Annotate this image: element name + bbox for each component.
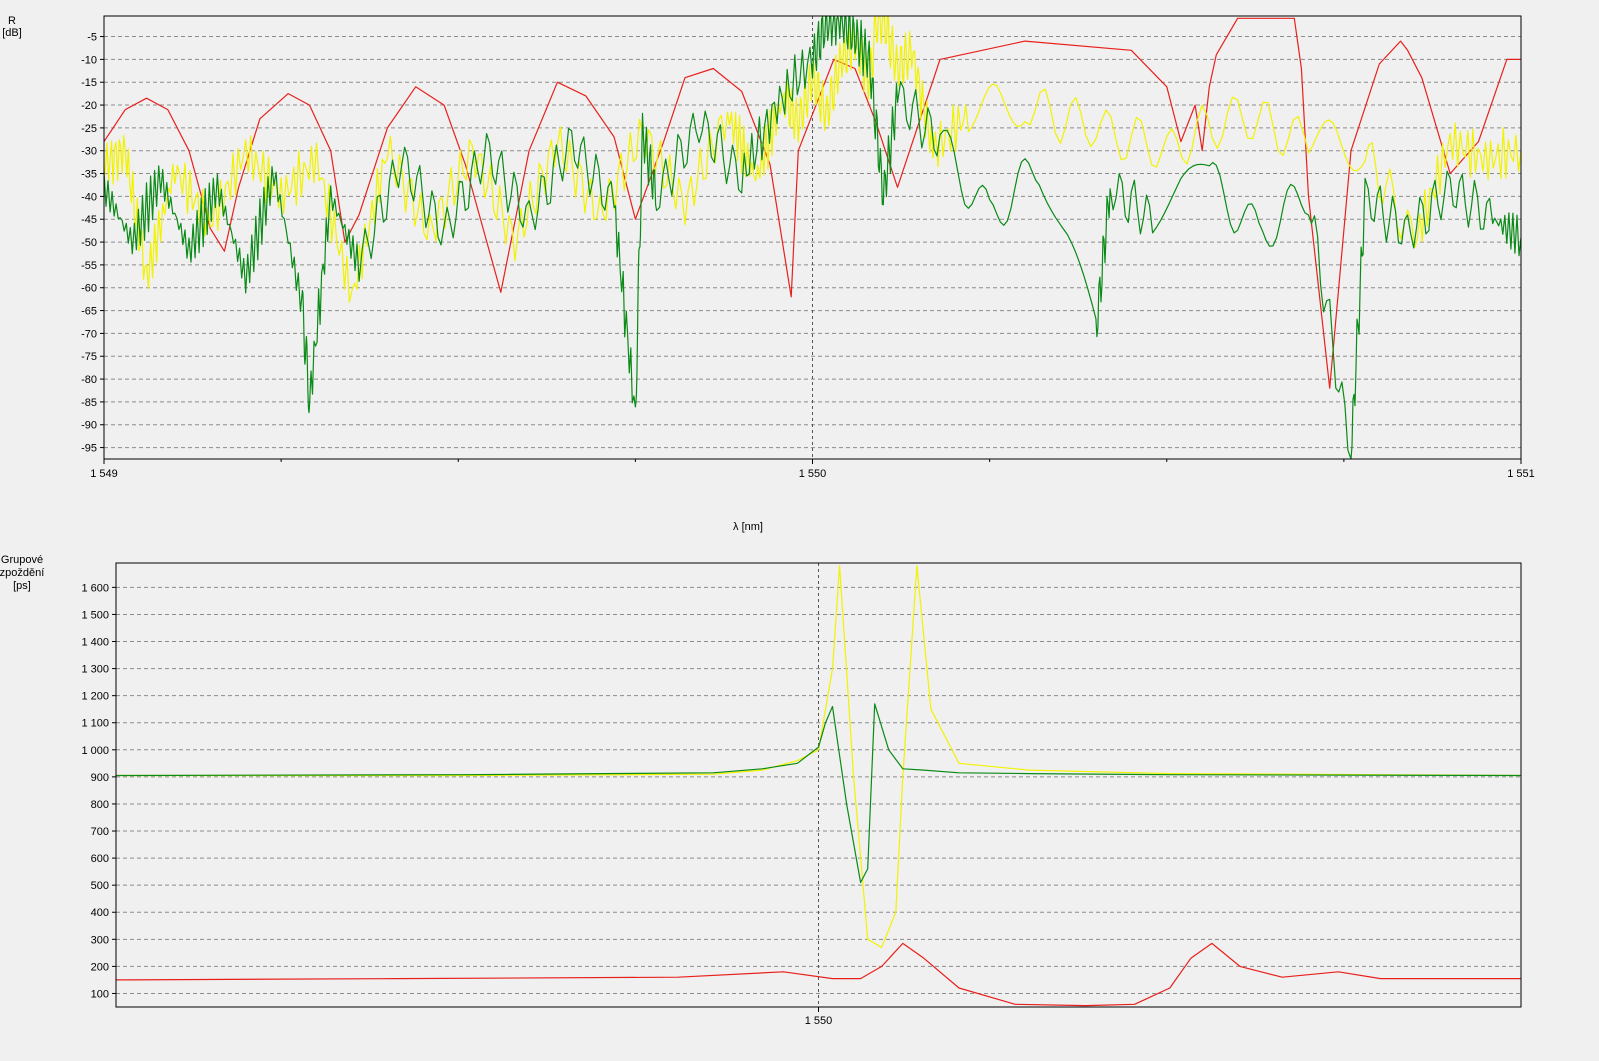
y-tick-label: -20 — [81, 100, 97, 112]
x-tick-label: 1 549 — [90, 468, 118, 480]
plot-frame — [103, 15, 1522, 460]
y-tick-label: -60 — [81, 283, 97, 295]
y-tick-label: 500 — [91, 880, 109, 892]
y-tick-label: 1 400 — [81, 637, 109, 649]
y-tick-label: 1 000 — [81, 745, 109, 757]
y-tick-label: -50 — [81, 237, 97, 249]
y-tick-label: 400 — [91, 907, 109, 919]
y-tick-label: -55 — [81, 260, 97, 272]
x-tick-label: 1 551 — [1507, 468, 1535, 480]
y-tick-label: -35 — [81, 169, 97, 181]
y-tick-label: -15 — [81, 77, 97, 89]
y-tick-label: -80 — [81, 374, 97, 386]
y-tick-label: -75 — [81, 351, 97, 363]
series-line-green — [116, 703, 1521, 884]
series-line-green — [104, 16, 1521, 459]
y-tick-label: 1 200 — [81, 691, 109, 703]
y-tick-label: 800 — [91, 799, 109, 811]
y-axis-label-grupove: Grupové — [1, 554, 43, 566]
x-axis-label-wavelength: λ [nm] — [733, 521, 763, 533]
y-axis-unit-ps: [ps] — [13, 580, 31, 592]
y-tick-label: 100 — [91, 988, 109, 1000]
y-tick-label: -40 — [81, 191, 97, 203]
y-tick-label: -85 — [81, 397, 97, 409]
series-line-red — [104, 17, 1521, 389]
y-tick-label: -95 — [81, 443, 97, 455]
y-tick-label: 600 — [91, 853, 109, 865]
y-axis-label-r: R — [8, 15, 16, 27]
x-tick-label: 1 550 — [799, 468, 827, 480]
plot-frame — [115, 562, 1522, 1008]
y-tick-label: -30 — [81, 146, 97, 158]
y-tick-label: 1 600 — [81, 582, 109, 594]
y-tick-label: -90 — [81, 420, 97, 432]
y-axis-unit-db: [dB] — [2, 27, 22, 39]
series-line-yellow — [104, 16, 1521, 303]
y-tick-label: -5 — [87, 32, 97, 44]
y-tick-label: 900 — [91, 772, 109, 784]
y-tick-label: -10 — [81, 54, 97, 66]
y-tick-label: 1 500 — [81, 609, 109, 621]
y-tick-label: -70 — [81, 328, 97, 340]
y-tick-label: -45 — [81, 214, 97, 226]
y-tick-label: 1 300 — [81, 664, 109, 676]
y-tick-label: 1 100 — [81, 718, 109, 730]
x-tick-label: 1 550 — [805, 1015, 833, 1027]
group-delay-chart: Grupové zpoždění [ps] 100 200 300 400 500 600… — [0, 554, 1522, 1027]
series-line-yellow — [116, 565, 1521, 948]
y-axis-label-zpozdeni: zpoždění — [0, 567, 44, 579]
y-tick-label: 200 — [91, 961, 109, 973]
series-line-red — [116, 942, 1521, 1007]
y-tick-label: -65 — [81, 306, 97, 318]
reflectance-chart: R [dB] λ [nm] -5 -10 -15 -20 -25 -30 -35 -40 -45… — [2, 15, 1535, 533]
y-tick-label: 300 — [91, 934, 109, 946]
y-tick-label: -25 — [81, 123, 97, 135]
y-tick-label: 700 — [91, 826, 109, 838]
